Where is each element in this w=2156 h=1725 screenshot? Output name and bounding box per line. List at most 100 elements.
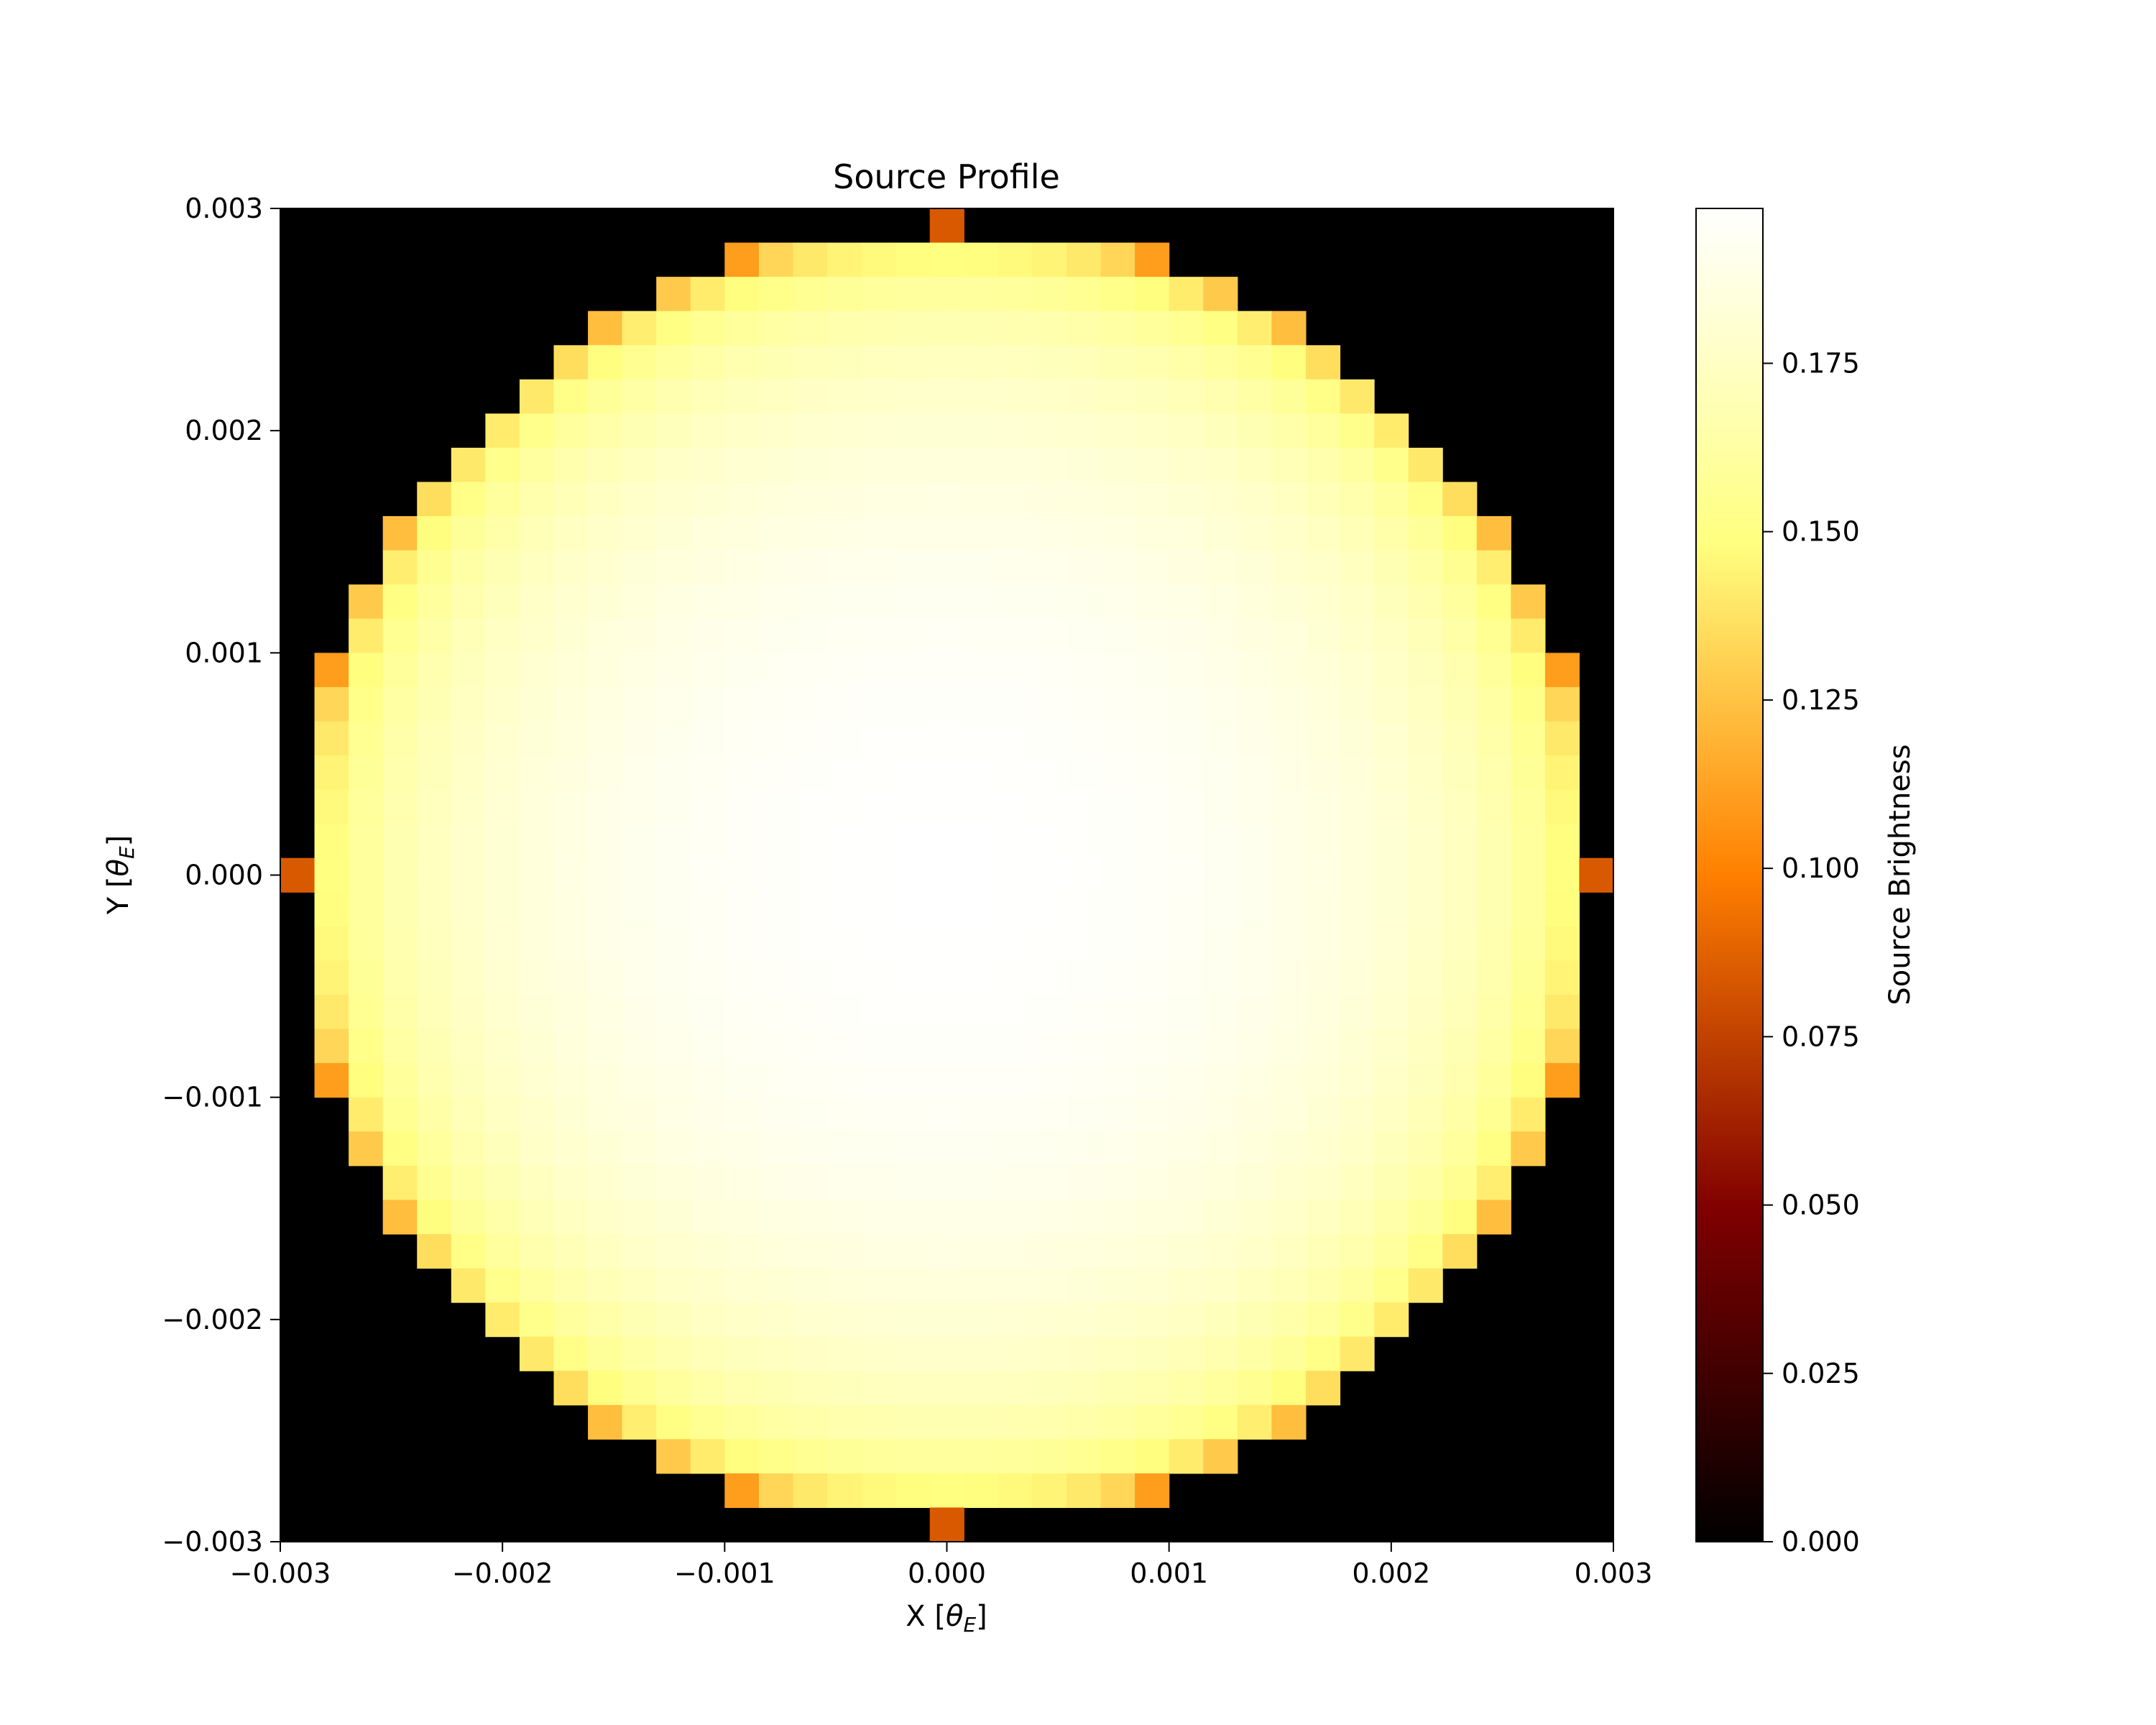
heatmap-cell [485, 550, 520, 585]
heatmap-cell [1203, 310, 1238, 346]
heatmap-cell [349, 1063, 384, 1098]
heatmap-cell [485, 960, 520, 995]
heatmap-cell [895, 755, 931, 791]
heatmap-cell [827, 345, 862, 380]
heatmap-cell [998, 618, 1033, 653]
heatmap-cell [1544, 960, 1580, 995]
heatmap-cell [758, 1165, 794, 1200]
heatmap-cell [519, 926, 555, 962]
heatmap-cell [758, 618, 794, 653]
heatmap-cell [656, 721, 691, 756]
heatmap-cell [1544, 824, 1580, 859]
heatmap-cell [1305, 447, 1341, 483]
heatmap-cell [1340, 1063, 1375, 1098]
heatmap-cell [588, 892, 623, 927]
heatmap-cell [382, 686, 418, 722]
heatmap-cell [1169, 1371, 1204, 1406]
heatmap-cell [1169, 960, 1204, 995]
heatmap-cell [553, 516, 589, 551]
heatmap-cell [1408, 1200, 1443, 1235]
heatmap-cell [827, 824, 862, 859]
heatmap-cell [1511, 721, 1546, 756]
heatmap-cell [793, 960, 828, 995]
heatmap-cell [1100, 1371, 1135, 1406]
heatmap-cell [382, 550, 418, 585]
heatmap-cell [964, 1268, 999, 1303]
heatmap-cell [417, 1165, 452, 1200]
heatmap-cell [519, 686, 555, 722]
heatmap-cell [758, 584, 794, 620]
heatmap-cell [793, 618, 828, 653]
heatmap-cell [1442, 584, 1478, 620]
heatmap-cell [1066, 892, 1102, 927]
heatmap-cell [622, 1200, 657, 1235]
heatmap-cell [998, 277, 1033, 312]
heatmap-cell [1100, 310, 1135, 346]
heatmap-cell [1271, 1404, 1307, 1440]
heatmap-cell [1032, 686, 1067, 722]
heatmap-cell [1305, 721, 1341, 756]
heatmap-cell [622, 857, 657, 893]
heatmap-cell [861, 926, 896, 962]
heatmap-cell [1511, 584, 1546, 620]
heatmap-cell [964, 584, 999, 620]
heatmap-cell [690, 1404, 725, 1440]
heatmap-cell [690, 789, 725, 824]
heatmap-cell [1032, 1336, 1067, 1371]
heatmap-cell [1237, 1268, 1272, 1303]
heatmap-cell [622, 447, 657, 483]
heatmap-cell [861, 994, 896, 1030]
heatmap-cell [1305, 345, 1341, 380]
heatmap-cell [451, 755, 486, 791]
heatmap-cell [451, 857, 486, 893]
heatmap-cell [622, 1233, 657, 1269]
heatmap-cell [1408, 550, 1443, 585]
heatmap-cell [929, 789, 964, 824]
heatmap-cell [998, 242, 1033, 277]
heatmap-cell [656, 1439, 691, 1474]
heatmap-cell [827, 310, 862, 346]
heatmap-cell [1032, 1131, 1067, 1167]
heatmap-cell [724, 1404, 760, 1440]
heatmap-cell [1169, 447, 1204, 483]
heatmap-cell [1032, 482, 1067, 517]
heatmap-cell [793, 1302, 828, 1338]
heatmap-cell [1203, 721, 1238, 756]
heatmap-cell [758, 1029, 794, 1064]
heatmap-cell [758, 550, 794, 585]
heatmap-cell [690, 653, 725, 688]
heatmap-cell [622, 1268, 657, 1303]
heatmap-cell [861, 824, 896, 859]
heatmap-cell [758, 857, 794, 893]
heatmap-cell [1203, 550, 1238, 585]
heatmap-cell [1203, 994, 1238, 1030]
heatmap-cell [964, 447, 999, 483]
heatmap-cell [622, 789, 657, 824]
heatmap-cell [724, 618, 760, 653]
heatmap-cell [758, 277, 794, 312]
heatmap-cell [793, 1233, 828, 1269]
heatmap-cell [1169, 857, 1204, 893]
heatmap-cell [758, 892, 794, 927]
heatmap-cell [1203, 516, 1238, 551]
y-tick-label: −0.003 [162, 1526, 263, 1558]
heatmap-cell [451, 1233, 486, 1269]
heatmap-cell [1066, 550, 1102, 585]
heatmap-cell [314, 789, 349, 824]
heatmap-cell [622, 1063, 657, 1098]
heatmap-cell [1340, 447, 1375, 483]
heatmap-cell [998, 686, 1033, 722]
heatmap-cell [964, 755, 999, 791]
heatmap-cell [1305, 824, 1341, 859]
colorbar-tick-label: 0.025 [1782, 1358, 1860, 1389]
heatmap-cell [1066, 789, 1102, 824]
heatmap-cell [998, 1302, 1033, 1338]
heatmap-cell [1135, 960, 1170, 995]
heatmap-cell [1066, 1404, 1102, 1440]
heatmap-cell [1032, 310, 1067, 346]
heatmap-cell [929, 1200, 964, 1235]
heatmap-cell [1169, 1097, 1204, 1132]
heatmap-cell [1271, 618, 1307, 653]
heatmap-cell [656, 584, 691, 620]
heatmap-cell [1169, 345, 1204, 380]
